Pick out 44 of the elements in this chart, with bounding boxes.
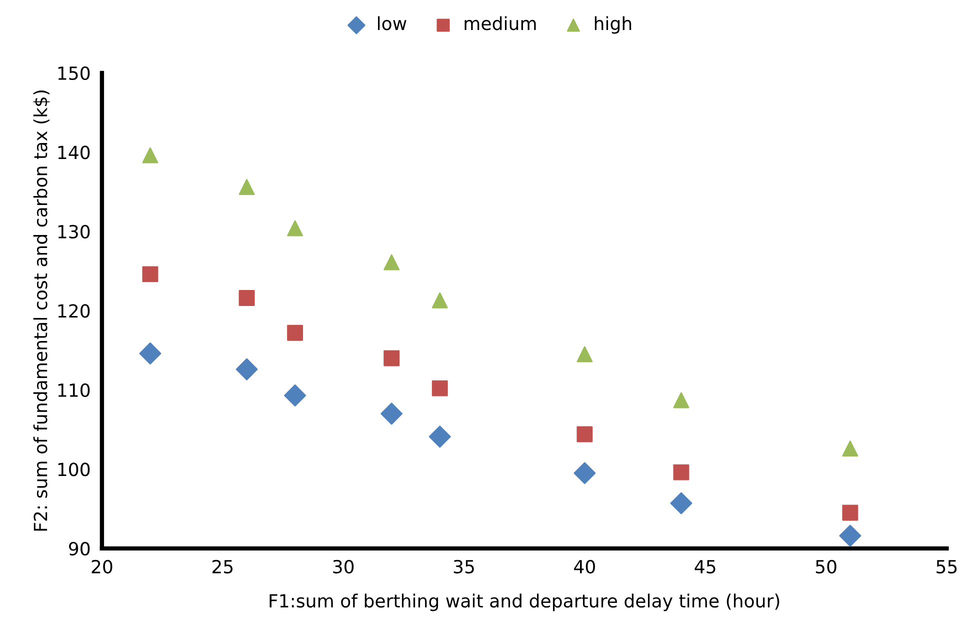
y-tick-label: 140 (58, 146, 90, 160)
legend-label: low (378, 16, 406, 30)
y-tick-label: 150 (58, 66, 90, 80)
y-tick-label: 110 (58, 383, 90, 398)
point (428, 426, 451, 448)
point (142, 266, 158, 282)
point (384, 254, 400, 270)
point (673, 464, 690, 480)
point (842, 440, 858, 457)
point (139, 342, 162, 364)
legend-label: high (594, 16, 632, 34)
y-axis-title: F2: sum of fundamental cost and carbon tax (k$) (33, 90, 50, 531)
point (576, 346, 593, 362)
point (287, 324, 304, 341)
x-tick-label: 40 (574, 560, 595, 574)
point (839, 524, 862, 547)
point (142, 147, 158, 164)
y-tick-label: 130 (58, 224, 90, 239)
point (236, 358, 258, 380)
x-tick-label: 35 (454, 560, 474, 574)
point (432, 292, 448, 308)
x-tick-label: 55 (936, 560, 957, 574)
y-tick-label: 100 (58, 462, 90, 476)
x-tick-label: 20 (92, 560, 112, 574)
point (238, 179, 255, 196)
y-tick-label: 90 (69, 542, 90, 556)
x-tick-label: 30 (333, 560, 354, 574)
point (284, 384, 306, 406)
point (287, 220, 304, 236)
point (432, 380, 448, 396)
point (576, 426, 593, 442)
x-tick-label: 25 (212, 560, 233, 574)
point (673, 392, 690, 408)
legend-label: medium (464, 16, 536, 30)
point (384, 350, 400, 366)
point (238, 290, 255, 306)
x-axis-title: F1:sum of berthing wait and departure delay time (hour) (270, 594, 780, 612)
point (574, 462, 596, 484)
point (380, 402, 403, 425)
y-tick-label: 120 (58, 304, 90, 318)
x-tick-label: 45 (694, 560, 716, 574)
point (842, 504, 858, 521)
x-tick-label: 50 (816, 560, 836, 574)
point (670, 492, 692, 514)
